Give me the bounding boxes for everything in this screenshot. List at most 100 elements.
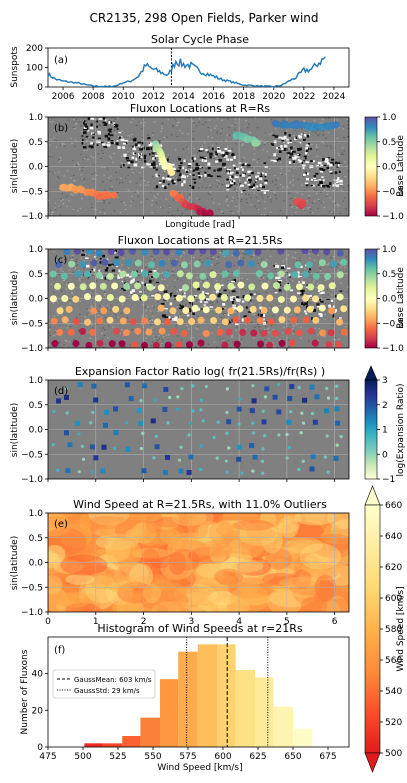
fluxon-point [254,249,262,256]
y-tick-label: −0.5 [21,319,43,329]
x-tick-label: 2020 [262,92,285,102]
expansion-point [112,446,117,451]
panel-e-label: (e) [54,519,68,530]
panel-c-label: (c) [54,255,67,266]
expansion-point [297,467,301,471]
fluxon-point [119,317,127,325]
expansion-point [225,431,229,435]
fluxon-point [336,318,344,326]
fluxon-point [85,249,93,255]
expansion-point [310,454,316,460]
expansion-point [286,419,292,425]
fluxon-point [283,283,291,291]
expansion-point [201,419,205,423]
expansion-point [89,444,95,450]
fluxon-point [209,271,217,279]
fluxon-point [180,329,188,337]
y-tick-label: 0.5 [29,401,43,411]
fluxon-point [146,283,154,291]
fluxon-point [294,261,302,269]
expansion-point [323,455,327,459]
y-tick-label: 200 [26,44,43,54]
fluxon-point [67,282,75,290]
fluxon-point [176,270,184,278]
sunspot-line [47,56,326,88]
fluxon-point [248,283,256,291]
fluxon-point [336,271,344,279]
y-tick-label: 0 [37,83,43,93]
expansion-point [65,411,69,415]
expansion-point [56,468,60,472]
fluxon-point [89,282,97,290]
fluxon-point [74,270,82,278]
fluxon-point [182,307,190,315]
expansion-point [175,407,180,411]
colorbar-tick-label: 2 [382,401,388,411]
fluxon-point [152,249,160,256]
fluxon-point [318,259,326,267]
panel-d-title: Expansion Factor Ratio log( fr(21.5Rs)/f… [75,365,325,378]
expansion-point [65,468,71,474]
expansion-point [225,470,229,474]
fluxon-point [94,294,102,302]
fluxon-point [267,272,275,280]
fluxon-point [214,283,222,291]
fluxon-point [202,330,210,338]
fluxon-point [232,270,240,278]
fluxon-point [158,259,166,267]
expansion-point [101,444,107,450]
histogram-bar [122,736,141,747]
x-tick-label: 500 [74,752,91,762]
fluxon-point [306,261,314,269]
y-tick-label: 0.0 [29,163,44,173]
colorbar-tick-label: 540 [385,687,402,697]
expansion-point [128,396,134,402]
fluxon-point [131,293,139,301]
panel-d-colorbar-label: log(Expansion Ratio) [396,383,406,476]
expansion-point [324,408,330,414]
colorbar-tick-label: −0.5 [382,187,404,197]
fluxon-point [106,294,114,302]
histogram-bar [178,651,198,747]
fluxon-point [123,307,131,315]
fluxon-point [163,271,171,279]
fluxon-point [197,339,205,347]
fluxon-point [311,339,319,347]
fluxon-point [90,259,98,267]
expansion-point [236,444,242,450]
fluxon-point [278,339,286,347]
fluxon-point [180,261,188,269]
fluxon-point [51,340,59,348]
panel-d-grid [48,380,349,479]
fluxon-point [261,282,269,290]
fluxon-point [202,281,210,289]
fluxon-point [185,272,193,280]
expansion-point [251,398,257,404]
expansion-point [272,394,278,400]
fluxon-point [288,339,296,347]
fluxon-point [158,327,166,335]
fluxon-point [95,249,103,257]
expansion-point [325,386,329,391]
expansion-point [276,382,281,387]
colorbar-tick-label: 0 [382,450,388,460]
fluxon-point [277,249,285,255]
colorbar-tick-label: −1 [382,475,395,485]
panel-f-xlabel: Wind Speed [km/s] [157,763,242,773]
expansion-point [287,395,293,401]
colorbar-tick-label: 640 [385,532,402,542]
expansion-point [309,466,315,472]
panel-f-y-ticks: 0 20 40 [32,670,48,753]
fluxon-point [85,341,93,348]
fluxon-point [181,201,189,209]
panel-d-colorbar [364,379,378,480]
fluxon-point [253,139,261,147]
fluxon-point [299,200,307,208]
fluxon-point [204,259,212,267]
expansion-point [93,397,99,403]
expansion-point [216,420,220,424]
expansion-point [263,434,267,438]
expansion-point [187,433,191,437]
fluxon-point [95,193,103,201]
fluxon-point [111,282,119,290]
